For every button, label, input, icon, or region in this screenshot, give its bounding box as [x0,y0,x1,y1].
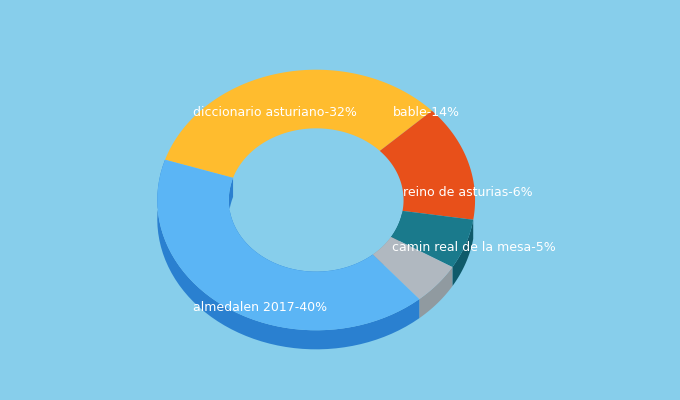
Text: diccionario asturiano-32%: diccionario asturiano-32% [193,106,357,119]
Polygon shape [228,178,373,291]
Polygon shape [165,70,432,178]
Polygon shape [157,160,420,349]
Polygon shape [373,237,391,274]
Polygon shape [157,160,420,330]
Text: camin real de la mesa-5%: camin real de la mesa-5% [392,241,556,254]
Polygon shape [391,211,403,256]
Polygon shape [380,111,475,220]
Polygon shape [420,267,452,318]
Text: almedalen 2017-40%: almedalen 2017-40% [193,301,327,314]
Polygon shape [391,211,473,267]
Polygon shape [373,237,452,299]
Polygon shape [452,220,473,286]
Text: reino de asturias-6%: reino de asturias-6% [403,186,532,198]
Text: bable-14%: bable-14% [392,106,460,119]
